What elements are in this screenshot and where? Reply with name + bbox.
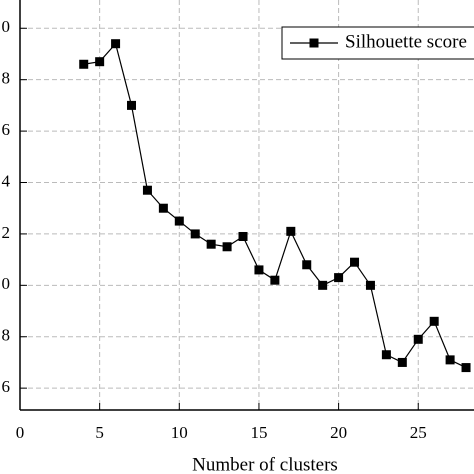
marker <box>397 357 407 367</box>
marker <box>158 203 168 213</box>
marker <box>206 239 216 249</box>
x-tick-label: 5 <box>95 423 104 442</box>
x-tick-label: 10 <box>171 423 188 442</box>
marks: Silhouette score <box>79 26 474 373</box>
marker <box>302 260 312 270</box>
marker <box>111 39 121 49</box>
x-axis-label: Number of clusters <box>192 454 338 474</box>
x-tick-label: 20 <box>330 423 347 442</box>
y-tick-label: 2 <box>2 223 11 242</box>
y-tick-label: 6 <box>2 377 11 396</box>
y-tick-label: 4 <box>2 171 11 190</box>
marker <box>174 216 184 226</box>
marker <box>238 231 248 241</box>
x-tick-label: 0 <box>16 423 25 442</box>
marker <box>270 275 280 285</box>
marker <box>286 226 296 236</box>
legend-label: Silhouette score <box>345 31 467 52</box>
marker <box>350 257 360 267</box>
marker <box>79 59 89 69</box>
marker <box>127 100 137 110</box>
legend-marker <box>309 38 319 48</box>
y-tick-label: 0 <box>2 274 11 293</box>
marker <box>254 265 264 275</box>
marker <box>365 280 375 290</box>
marker <box>318 280 328 290</box>
y-tick-label: 8 <box>2 69 11 88</box>
marker <box>381 350 391 360</box>
marker <box>95 57 105 67</box>
grid <box>19 0 474 411</box>
marker <box>461 363 471 373</box>
marker <box>429 316 439 326</box>
y-tick-label: 6 <box>2 120 11 139</box>
y-tick-label: 0 <box>2 17 11 36</box>
x-tick-label: 15 <box>250 423 267 442</box>
marker <box>334 273 344 283</box>
marker <box>445 355 455 365</box>
marker <box>413 334 423 344</box>
marker <box>222 242 232 252</box>
marker <box>142 185 152 195</box>
marker <box>190 229 200 239</box>
y-tick-label: 8 <box>2 326 11 345</box>
x-tick-label: 25 <box>410 423 427 442</box>
line <box>83 42 467 369</box>
